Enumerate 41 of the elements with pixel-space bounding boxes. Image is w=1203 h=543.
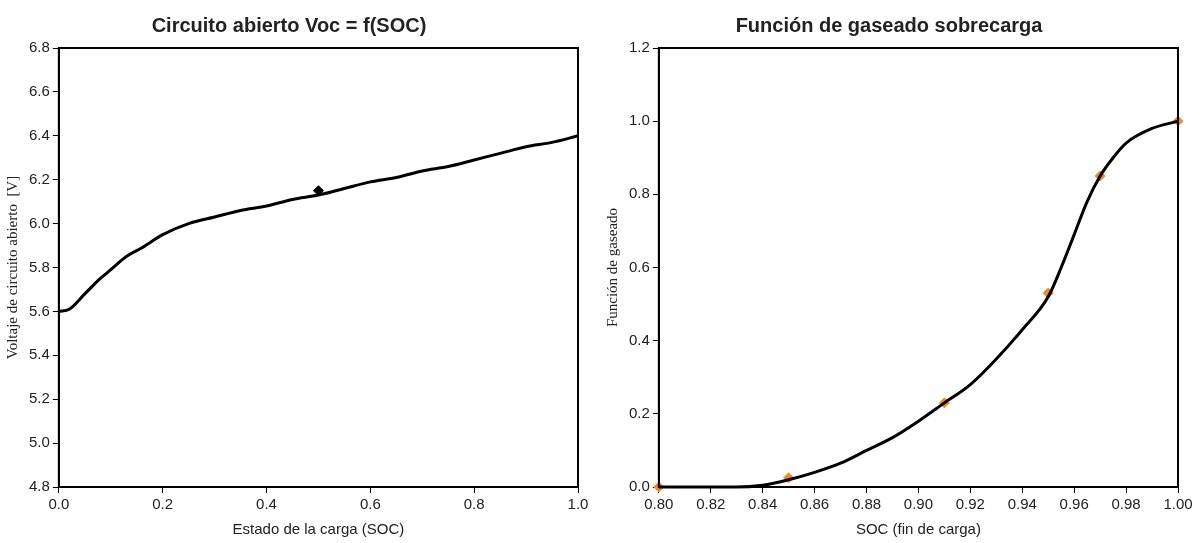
y-tick-label: 5.4 [28, 345, 50, 363]
x-axis-title: Estado de la carga (SOC) [232, 520, 405, 538]
x-tick-label: 0.92 [955, 495, 985, 513]
x-tick-label: 0.4 [256, 495, 277, 513]
y-tick-label: 6.6 [28, 82, 50, 100]
x-tick-label: 0.82 [696, 495, 726, 513]
chart-title: Función de gaseado sobrecarga [735, 13, 1044, 36]
x-tick-label: 0.98 [1111, 495, 1141, 513]
y-tick-label: 4.8 [28, 477, 50, 495]
y-tick-label: 5.0 [28, 433, 50, 451]
y-tick-label: 6.4 [28, 125, 50, 143]
y-tick-label: 0.4 [628, 330, 650, 348]
x-tick-label: 0.84 [748, 495, 778, 513]
y-tick-label: 0.2 [628, 403, 650, 421]
x-tick-label: 0.80 [644, 495, 674, 513]
y-tick-label: 1.0 [628, 111, 650, 129]
chart-title: Circuito abierto Voc = f(SOC) [151, 13, 427, 36]
y-tick-label: 1.2 [628, 38, 650, 56]
y-axis-title: Función de gaseado [603, 207, 620, 328]
x-tick-label: 0.88 [851, 495, 882, 513]
x-tick-label: 0.6 [359, 495, 381, 513]
x-tick-label: 0.8 [463, 495, 485, 513]
x-tick-label: 0.90 [903, 495, 934, 513]
x-axis-title: SOC (fin de carga) [855, 520, 981, 538]
y-tick-label: 5.2 [28, 389, 50, 407]
x-tick-label: 0.0 [48, 495, 70, 513]
x-tick-label: 1.0 [567, 495, 589, 513]
y-tick-label: 0.0 [628, 477, 650, 495]
y-tick-label: 5.8 [28, 257, 50, 275]
x-tick-label: 0.86 [799, 495, 830, 513]
x-tick-label: 0.2 [152, 495, 174, 513]
y-tick-label: 0.8 [628, 184, 650, 202]
x-tick-label: 0.94 [1007, 495, 1037, 513]
y-tick-label: 0.6 [628, 257, 650, 275]
y-axis-title: Voltaje de circuito abierto [V] [3, 175, 20, 360]
y-tick-label: 6.0 [28, 213, 50, 231]
y-tick-label: 6.8 [28, 38, 50, 56]
y-tick-label: 5.6 [28, 301, 50, 319]
x-tick-label: 0.96 [1059, 495, 1089, 513]
y-tick-label: 6.2 [28, 169, 50, 187]
x-tick-label: 1.00 [1163, 495, 1193, 513]
